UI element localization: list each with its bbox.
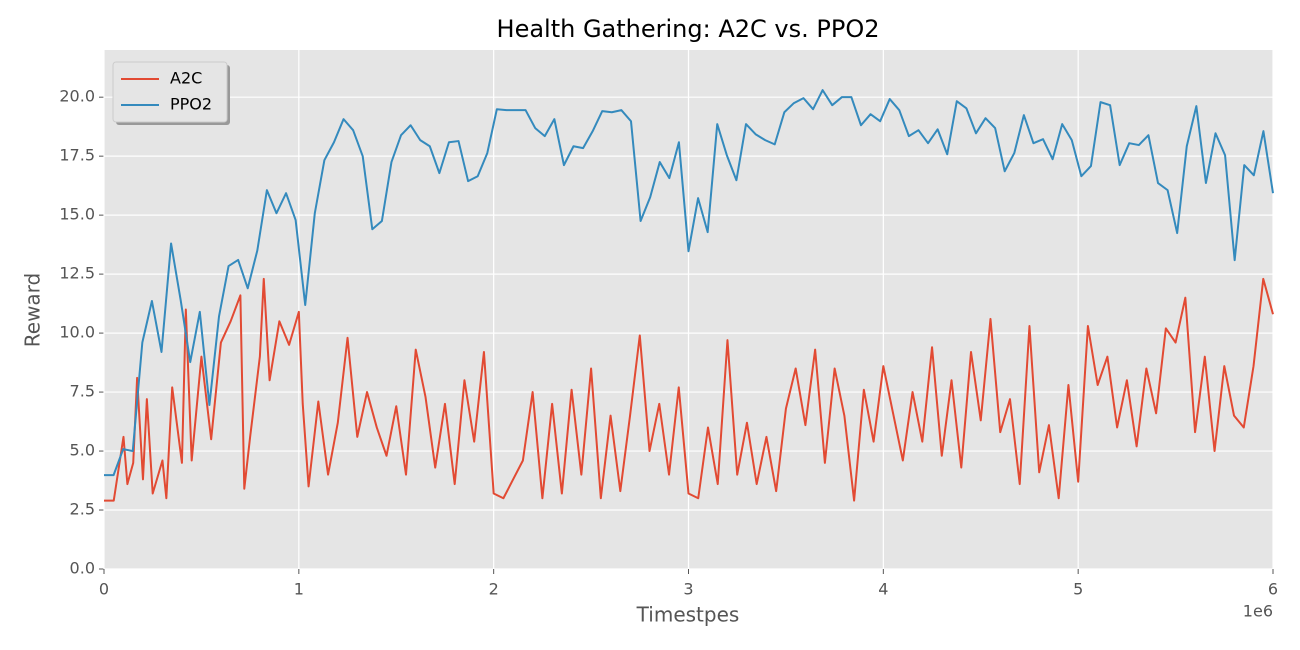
legend: A2C PPO2 xyxy=(112,61,230,125)
series-line xyxy=(104,89,1274,477)
series-line xyxy=(104,277,1274,502)
y-tick-label: 0.0 xyxy=(70,559,95,578)
chart-title: Health Gathering: A2C vs. PPO2 xyxy=(497,15,880,43)
y-axis-label: Reward xyxy=(21,273,45,347)
legend-label: PPO2 xyxy=(170,95,212,114)
y-tick-label: 20.0 xyxy=(59,87,95,106)
y-tick-label: 5.0 xyxy=(70,441,95,460)
y-tick-label: 15.0 xyxy=(59,205,95,224)
legend-box xyxy=(112,61,228,123)
x-tick-label: 4 xyxy=(878,580,888,599)
y-tick-label: 12.5 xyxy=(59,264,95,283)
x-tick-label: 1 xyxy=(294,580,304,599)
x-offset-label: 1e6 xyxy=(1243,602,1273,621)
x-tick-label: 5 xyxy=(1073,580,1083,599)
y-tick-label: 7.5 xyxy=(70,382,95,401)
x-tick-label: 2 xyxy=(489,580,499,599)
x-axis-label: Timestpes xyxy=(636,603,740,627)
x-tick-label: 3 xyxy=(683,580,693,599)
y-tick-label: 10.0 xyxy=(59,323,95,342)
x-tick-label: 6 xyxy=(1268,580,1278,599)
lines xyxy=(104,89,1274,502)
legend-label: A2C xyxy=(170,69,202,88)
grid: 0.0 2.5 5.0 7.5 10.0 12.5 15.0 17.5 20.0 0 1 2 3 4 5 6 xyxy=(59,50,1278,599)
x-tick-label: 0 xyxy=(99,580,109,599)
y-tick-label: 17.5 xyxy=(59,146,95,165)
y-tick-label: 2.5 xyxy=(70,500,95,519)
